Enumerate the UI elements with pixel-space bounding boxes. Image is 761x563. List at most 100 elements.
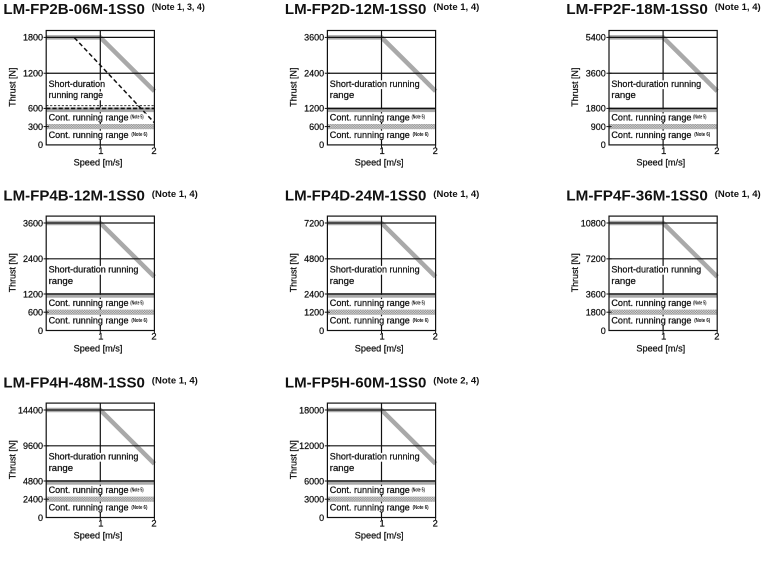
svg-text:(Note 5): (Note 5) [412,115,425,121]
svg-text:0: 0 [601,326,606,336]
svg-text:Short-duration running: Short-duration running [611,79,701,89]
svg-text:1: 1 [98,145,103,156]
svg-text:(Note 1, 4): (Note 1, 4) [433,189,479,199]
svg-text:1: 1 [98,517,103,528]
svg-text:(Note 2, 4): (Note 2, 4) [433,375,479,385]
svg-text:(Note 1, 4): (Note 1, 4) [152,189,198,199]
svg-text:Cont. running range: Cont. running range [49,113,129,123]
svg-text:9600: 9600 [23,441,43,451]
svg-text:0: 0 [319,326,324,336]
svg-text:2: 2 [433,145,438,156]
svg-text:4800: 4800 [304,254,324,264]
svg-text:900: 900 [591,122,606,132]
svg-text:600: 600 [28,104,43,114]
svg-text:Thrust [N]: Thrust [N] [7,440,17,479]
svg-text:Cont. running range: Cont. running range [49,298,129,308]
svg-text:2400: 2400 [23,254,43,264]
svg-text:2400: 2400 [304,69,324,79]
svg-text:Cont. running range: Cont. running range [611,315,691,325]
svg-text:Cont. running range: Cont. running range [611,113,691,123]
svg-text:Short-duration running: Short-duration running [330,452,420,462]
svg-text:(Note 6): (Note 6) [131,132,147,138]
svg-text:Speed [m/s]: Speed [m/s] [355,343,404,353]
svg-text:(Note 6): (Note 6) [413,318,429,324]
svg-text:Cont. running range: Cont. running range [611,130,691,140]
svg-text:LM-FP4H-48M-1SS0: LM-FP4H-48M-1SS0 [3,374,145,391]
svg-text:(Note 5): (Note 5) [412,300,425,306]
svg-text:Thrust [N]: Thrust [N] [289,440,299,479]
svg-text:Speed [m/s]: Speed [m/s] [636,343,685,353]
svg-text:Cont. running range: Cont. running range [49,485,129,495]
svg-text:300: 300 [28,122,43,132]
svg-text:2400: 2400 [23,495,43,505]
svg-text:Short-duration running: Short-duration running [611,265,701,275]
svg-text:(Note 1, 4): (Note 1, 4) [715,2,761,12]
svg-text:Cont. running range: Cont. running range [611,298,691,308]
svg-text:LM-FP2F-18M-1SS0: LM-FP2F-18M-1SS0 [566,1,708,18]
svg-text:Short-duration running: Short-duration running [330,265,420,275]
svg-text:3600: 3600 [586,69,606,79]
svg-text:1200: 1200 [23,69,43,79]
svg-text:5400: 5400 [586,33,606,43]
svg-text:1200: 1200 [304,308,324,318]
svg-text:range: range [49,463,74,473]
svg-text:1800: 1800 [586,104,606,114]
svg-text:0: 0 [319,513,324,523]
svg-text:range: range [330,90,355,100]
svg-text:(Note 6): (Note 6) [131,505,147,511]
svg-text:1: 1 [379,145,384,156]
svg-text:Thrust [N]: Thrust [N] [289,253,299,292]
svg-text:Thrust [N]: Thrust [N] [570,68,580,107]
svg-text:(Note 6): (Note 6) [413,505,429,511]
svg-text:Cont. running range: Cont. running range [49,130,129,140]
svg-text:3600: 3600 [23,218,43,228]
svg-text:3600: 3600 [586,289,606,299]
svg-text:Speed [m/s]: Speed [m/s] [355,158,404,168]
svg-text:Thrust [N]: Thrust [N] [570,253,580,292]
svg-text:(Note 5): (Note 5) [130,487,143,493]
svg-text:(Note 5): (Note 5) [130,115,143,121]
svg-text:2: 2 [151,145,156,156]
svg-text:7200: 7200 [586,254,606,264]
svg-text:(Note 6): (Note 6) [131,318,147,324]
svg-text:Speed [m/s]: Speed [m/s] [74,530,123,540]
svg-text:(Note 1, 4): (Note 1, 4) [715,189,761,199]
svg-text:Short-duration running: Short-duration running [49,452,139,462]
svg-text:Short-duration running: Short-duration running [330,79,420,89]
svg-text:(Note 1, 4): (Note 1, 4) [433,2,479,12]
svg-text:(Note 6): (Note 6) [694,132,710,138]
svg-text:6000: 6000 [304,476,324,486]
svg-text:(Note 6): (Note 6) [694,318,710,324]
svg-text:4800: 4800 [23,476,43,486]
svg-text:running range: running range [49,90,104,100]
svg-text:Cont. running range: Cont. running range [330,502,410,512]
svg-text:LM-FP5H-60M-1SS0: LM-FP5H-60M-1SS0 [285,374,427,391]
svg-text:(Note 5): (Note 5) [130,300,143,306]
svg-text:2: 2 [151,330,156,341]
svg-text:12000: 12000 [299,441,324,451]
svg-text:Speed [m/s]: Speed [m/s] [355,530,404,540]
svg-text:Thrust [N]: Thrust [N] [7,253,17,292]
svg-text:1800: 1800 [23,33,43,43]
svg-text:LM-FP4F-36M-1SS0: LM-FP4F-36M-1SS0 [566,188,708,205]
svg-text:18000: 18000 [299,405,324,415]
svg-text:0: 0 [38,326,43,336]
svg-text:1: 1 [379,517,384,528]
svg-text:Cont. running range: Cont. running range [330,113,410,123]
svg-text:2: 2 [433,330,438,341]
svg-text:1: 1 [98,330,103,341]
svg-text:2: 2 [714,330,719,341]
svg-text:range: range [611,90,636,100]
svg-text:Speed [m/s]: Speed [m/s] [74,343,123,353]
svg-text:1200: 1200 [23,289,43,299]
svg-text:(Note 5): (Note 5) [412,487,425,493]
svg-text:3600: 3600 [304,33,324,43]
svg-text:(Note 1, 4): (Note 1, 4) [152,375,198,385]
svg-text:Cont. running range: Cont. running range [49,502,129,512]
svg-text:1800: 1800 [586,308,606,318]
svg-text:Speed [m/s]: Speed [m/s] [636,158,685,168]
svg-text:range: range [330,276,355,286]
svg-text:10800: 10800 [581,218,606,228]
svg-text:0: 0 [38,140,43,150]
svg-text:LM-FP4B-12M-1SS0: LM-FP4B-12M-1SS0 [3,188,145,205]
